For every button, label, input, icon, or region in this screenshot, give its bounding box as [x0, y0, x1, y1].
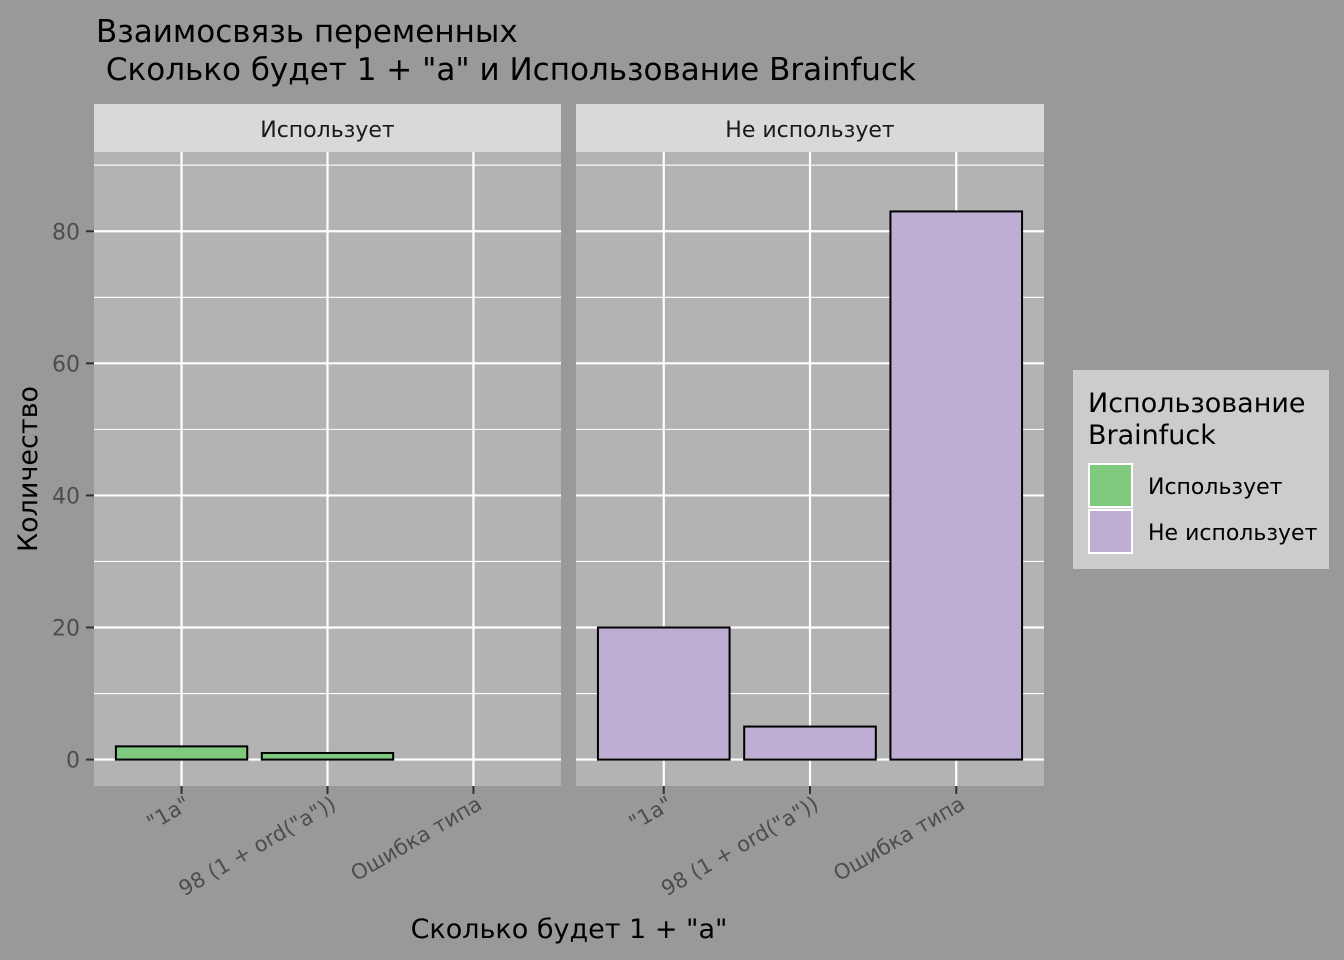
x-axis-label: Сколько будет 1 + "a" — [411, 914, 728, 945]
legend-key-swatch — [1090, 511, 1131, 552]
bar — [596, 626, 731, 761]
chart-title-line-1: Взаимосвязь переменных — [96, 14, 518, 50]
y-tick-label: 0 — [66, 749, 80, 774]
legend-title-line-1: Использование — [1088, 388, 1306, 419]
legend-items: Использует Не использует — [1088, 463, 1318, 554]
y-tick-label: 60 — [52, 352, 80, 377]
y-tick-label: 20 — [52, 617, 80, 642]
bar — [743, 725, 877, 761]
facet-strip-label: Использует — [260, 118, 395, 143]
facet-panels: Использует Не использует — [94, 104, 1044, 786]
legend-item-label: Использует — [1148, 475, 1283, 500]
chart-title: Взаимосвязь переменных Сколько будет 1 +… — [96, 14, 916, 88]
bar — [114, 745, 249, 761]
facet-strip-label: Не использует — [725, 118, 895, 143]
facet-strip — [94, 104, 561, 152]
legend-key-swatch — [1090, 465, 1131, 506]
y-tick-label: 40 — [52, 484, 80, 509]
legend-title-line-2: Brainfuck — [1088, 420, 1216, 451]
facet-strip — [576, 104, 1044, 152]
y-tick-label: 80 — [52, 220, 80, 245]
legend-item-label: Не использует — [1148, 521, 1318, 546]
legend: Использование Brainfuck Использует Не исп… — [1073, 370, 1329, 569]
facet-panel: Не использует — [576, 104, 1044, 786]
bar — [889, 210, 1024, 761]
y-axis: 0 20 40 60 80 — [52, 220, 94, 774]
bar — [260, 751, 395, 761]
facet-panel: Использует — [94, 104, 561, 786]
chart-title-line-2: Сколько будет 1 + "a" и Использование Br… — [96, 52, 916, 88]
y-axis-label: Количество — [13, 386, 44, 552]
